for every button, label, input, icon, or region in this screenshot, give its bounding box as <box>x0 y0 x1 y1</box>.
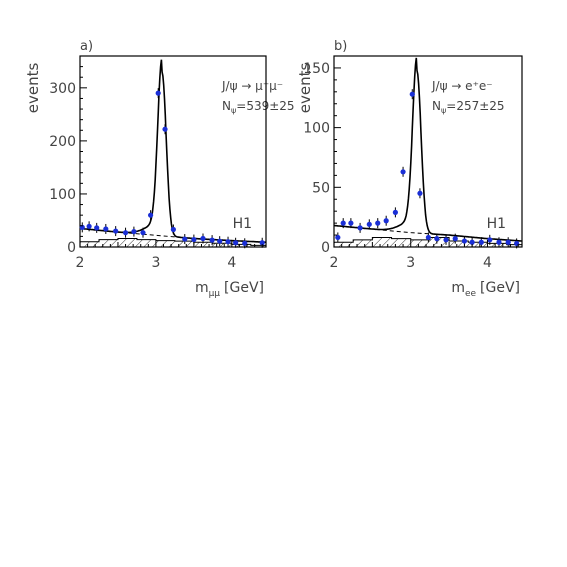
data-point <box>182 236 188 242</box>
signal-fit-curve <box>333 57 522 242</box>
data-point <box>225 239 231 245</box>
data-point <box>209 237 215 243</box>
x-axis-label: mee [GeV] <box>451 280 520 299</box>
yield-symbol: N <box>432 99 441 113</box>
data-point <box>375 220 381 226</box>
data-point <box>155 90 161 96</box>
data-point <box>469 239 475 245</box>
data-point <box>487 237 493 243</box>
x-tick-label: 2 <box>76 255 85 271</box>
data-point <box>94 225 100 231</box>
data-point <box>113 228 119 234</box>
yield-subscript: ψ <box>231 106 236 115</box>
x-tick-label: 3 <box>406 255 415 271</box>
data-point <box>103 226 109 232</box>
data-point <box>461 238 468 244</box>
x-axis-unit: [GeV] <box>480 280 520 296</box>
y-tick-label: 50 <box>312 180 330 196</box>
x-tick-label: 4 <box>483 255 492 271</box>
data-point <box>496 239 502 245</box>
data-point <box>259 240 265 246</box>
yield-label: Nψ=539±25 <box>222 99 295 115</box>
data-point <box>162 126 168 132</box>
data-point <box>400 169 406 175</box>
yield-symbol: N <box>222 99 231 113</box>
y-axis-label: events <box>296 63 314 114</box>
yield-value: =257±25 <box>446 99 504 113</box>
data-point <box>140 230 146 236</box>
data-point <box>409 91 415 97</box>
data-point <box>233 240 239 246</box>
data-point <box>505 239 511 245</box>
data-point <box>122 230 129 236</box>
experiment-label: H1 <box>233 216 252 232</box>
data-point <box>170 226 176 233</box>
y-tick-label: 0 <box>67 240 76 256</box>
data-point <box>434 236 440 242</box>
data-point <box>131 229 137 235</box>
y-tick-label: 200 <box>49 134 76 150</box>
process-label: J/ψ → μ⁺μ⁻ <box>221 79 283 93</box>
y-tick-label: 150 <box>303 61 330 77</box>
data-point <box>417 190 423 196</box>
x-axis-symbol: m <box>195 280 209 296</box>
x-axis-unit: [GeV] <box>224 280 264 296</box>
x-axis-subscript: ee <box>465 289 477 299</box>
x-tick-label: 4 <box>227 255 236 271</box>
data-point <box>217 238 223 244</box>
data-point <box>348 220 354 226</box>
y-tick-label: 0 <box>321 240 330 256</box>
panel-label: a) <box>80 39 93 54</box>
data-point <box>86 223 92 229</box>
y-tick-label: 100 <box>49 187 76 203</box>
x-tick-label: 3 <box>151 255 160 271</box>
data-point <box>452 236 458 242</box>
x-axis-subscript: μμ <box>209 289 221 299</box>
data-point <box>383 218 389 224</box>
data-point <box>242 240 248 246</box>
y-tick-label: 100 <box>303 121 330 137</box>
data-point <box>392 209 398 215</box>
yield-subscript: ψ <box>441 106 446 115</box>
data-point <box>478 239 484 245</box>
y-tick-label: 300 <box>49 81 76 97</box>
data-point <box>366 221 372 227</box>
y-axis-label: events <box>24 63 42 114</box>
panel-a: a) events J/ψ → μ⁺μ⁻ Nψ=539±25 H1 mμμ [Ge… <box>24 39 295 299</box>
data-point <box>443 237 449 243</box>
data-point <box>340 220 346 226</box>
panel-b: b) events J/ψ → e⁺e⁻ Nψ=257±25 H1 mee [Ge… <box>296 39 523 299</box>
x-axis-symbol: m <box>451 280 465 296</box>
panel-label: b) <box>334 39 347 54</box>
data-point <box>357 225 363 231</box>
x-axis-label: mμμ [GeV] <box>195 280 264 299</box>
x-tick-label: 2 <box>330 255 339 271</box>
data-point <box>191 236 197 243</box>
data-point <box>425 234 431 241</box>
yield-label: Nψ=257±25 <box>432 99 505 115</box>
process-label: J/ψ → e⁺e⁻ <box>431 79 493 93</box>
data-point <box>148 212 154 218</box>
data-point <box>335 234 341 241</box>
experiment-label: H1 <box>487 216 506 232</box>
data-point <box>200 235 206 242</box>
